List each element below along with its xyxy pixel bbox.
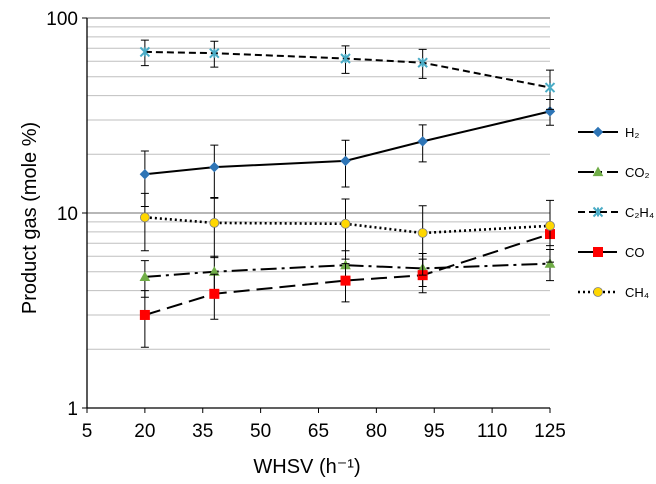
legend-marker [593, 247, 603, 257]
y-axis-title: Product gas (mole %) [19, 122, 41, 314]
data-point [417, 57, 428, 68]
data-point [139, 309, 150, 320]
error-bar [341, 198, 350, 260]
x-tick-label: 65 [308, 421, 329, 442]
series-line [144, 110, 551, 176]
data-point [209, 47, 220, 59]
error-bar [546, 199, 554, 263]
y-tick-label: 10 [57, 204, 78, 225]
data-point [139, 212, 150, 223]
x-tick-label: 110 [477, 421, 507, 442]
legend-label: CH₄ [625, 285, 649, 300]
legend-label: C₂H₄ [625, 205, 654, 220]
data-point [544, 258, 556, 268]
legend-item: H₂ [578, 125, 639, 140]
series-0 [139, 98, 556, 207]
legend-label: CO₂ [625, 165, 650, 180]
x-tick-label: 95 [424, 421, 445, 442]
legend-label: CO [625, 245, 645, 260]
data-point [417, 228, 428, 238]
data-point [417, 136, 428, 147]
x-tick-label: 35 [192, 421, 213, 442]
gridlines [87, 17, 550, 350]
data-point [209, 217, 220, 228]
series-layer [139, 39, 556, 348]
legend-item: CH₄ [578, 285, 649, 300]
data-point [139, 271, 151, 282]
data-point [139, 169, 151, 180]
legend-label: H₂ [625, 125, 639, 140]
series-4 [139, 192, 555, 276]
legend-item: CO [578, 245, 645, 260]
legend-marker [592, 206, 604, 218]
x-tick-label: 5 [82, 421, 93, 442]
legend-item: CO₂ [578, 165, 650, 180]
data-point [340, 155, 351, 167]
data-point [340, 275, 351, 286]
legend-marker [592, 126, 604, 138]
data-point [340, 53, 351, 64]
data-point [209, 161, 220, 173]
x-tick-label: 50 [250, 421, 271, 442]
data-point [545, 220, 555, 231]
data-point [544, 82, 556, 93]
x-tick-label: 80 [366, 421, 387, 442]
series-line [144, 233, 551, 316]
data-point [139, 46, 151, 58]
error-bar [418, 205, 427, 276]
y-tick-label: 1 [67, 399, 78, 420]
series-line [144, 262, 551, 278]
data-point [209, 288, 220, 299]
x-axis-title: WHSV (h⁻¹) [253, 456, 360, 478]
y-tick-label: 100 [46, 9, 78, 30]
data-point [340, 218, 351, 229]
series-3 [139, 223, 555, 348]
error-bar [210, 197, 219, 259]
legend-marker [592, 166, 604, 177]
series-2 [139, 39, 556, 110]
legend-item: C₂H₄ [578, 205, 654, 220]
x-tick-label: 125 [534, 421, 566, 442]
x-tick-label: 20 [134, 421, 155, 442]
legend-marker [593, 287, 603, 297]
legend: H₂ CO₂ C₂H₄ CO CH₄ [578, 125, 654, 300]
